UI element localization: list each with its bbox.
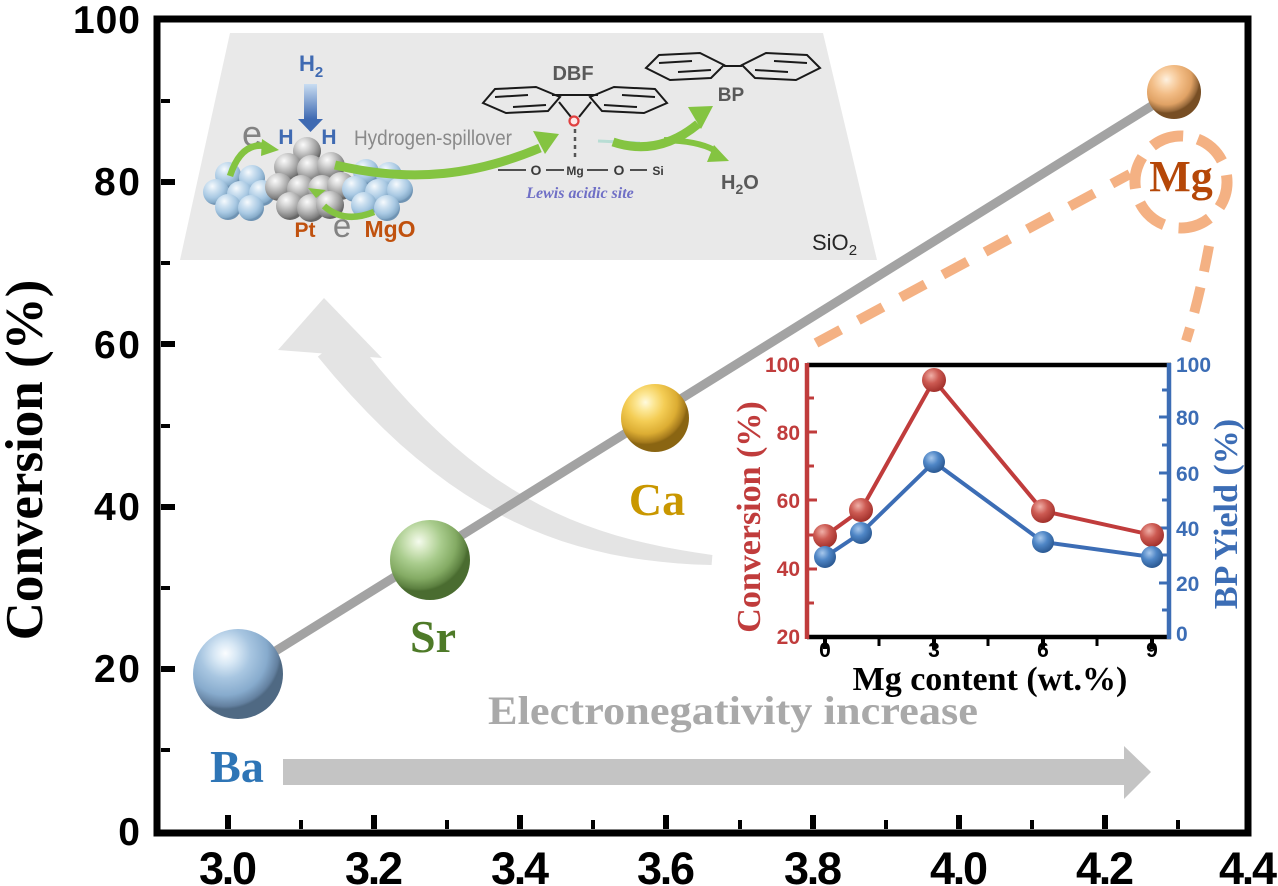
svg-text:3.6: 3.6 xyxy=(637,843,695,886)
svg-text:H: H xyxy=(278,126,293,149)
svg-text:4.0: 4.0 xyxy=(930,843,988,886)
svg-text:Electronegativity increase: Electronegativity increase xyxy=(488,688,978,733)
svg-text:e: e xyxy=(333,207,351,244)
svg-text:Pt: Pt xyxy=(295,219,316,242)
svg-text:20: 20 xyxy=(777,626,800,649)
svg-text:60: 60 xyxy=(94,324,140,367)
svg-text:6: 6 xyxy=(1037,639,1049,662)
svg-text:3: 3 xyxy=(928,639,940,662)
svg-text:Ba: Ba xyxy=(210,741,264,792)
svg-text:4.4: 4.4 xyxy=(1219,843,1277,886)
svg-text:4.2: 4.2 xyxy=(1076,843,1134,886)
svg-text:Mg: Mg xyxy=(566,164,583,178)
svg-text:3.2: 3.2 xyxy=(345,843,403,886)
svg-text:BP: BP xyxy=(718,85,745,106)
svg-text:Hydrogen-spillover: Hydrogen-spillover xyxy=(354,127,512,150)
svg-text:100: 100 xyxy=(1176,354,1211,377)
svg-text:O: O xyxy=(614,162,625,178)
svg-text:H: H xyxy=(321,126,336,149)
svg-text:3.0: 3.0 xyxy=(199,843,257,886)
svg-text:0: 0 xyxy=(1176,623,1188,646)
svg-text:Conversion (%): Conversion (%) xyxy=(731,401,768,632)
svg-text:20: 20 xyxy=(1176,573,1199,596)
svg-text:SiO2: SiO2 xyxy=(812,230,857,259)
svg-text:0: 0 xyxy=(819,639,831,662)
svg-text:3.4: 3.4 xyxy=(491,843,549,886)
svg-text:80: 80 xyxy=(777,422,800,445)
svg-text:80: 80 xyxy=(1176,407,1199,430)
svg-text:Lewis acidic site: Lewis acidic site xyxy=(525,185,634,202)
svg-text:Sr: Sr xyxy=(410,611,456,662)
svg-text:20: 20 xyxy=(94,648,140,691)
svg-text:MgO: MgO xyxy=(364,216,415,242)
svg-text:40: 40 xyxy=(1176,518,1199,541)
svg-text:O: O xyxy=(531,162,542,178)
svg-text:80: 80 xyxy=(94,161,140,204)
svg-text:9: 9 xyxy=(1146,639,1158,662)
svg-text:BP Yield (%): BP Yield (%) xyxy=(1208,419,1245,609)
svg-text:Mg: Mg xyxy=(1149,152,1213,201)
svg-text:Si: Si xyxy=(652,164,663,178)
svg-text:100: 100 xyxy=(765,354,800,377)
svg-text:100: 100 xyxy=(73,0,140,42)
svg-text:40: 40 xyxy=(94,486,140,529)
svg-text:0: 0 xyxy=(118,811,140,854)
svg-text:DBF: DBF xyxy=(552,63,593,85)
svg-text:60: 60 xyxy=(1176,463,1199,486)
svg-text:Ca: Ca xyxy=(629,474,685,525)
svg-text:Mg content (wt.%): Mg content (wt.%) xyxy=(853,661,1128,698)
svg-text:3.8: 3.8 xyxy=(784,843,842,886)
svg-text:H2O: H2O xyxy=(721,172,759,197)
svg-text:Conversion (%): Conversion (%) xyxy=(0,280,54,641)
svg-text:40: 40 xyxy=(777,558,800,581)
svg-text:60: 60 xyxy=(777,490,800,513)
